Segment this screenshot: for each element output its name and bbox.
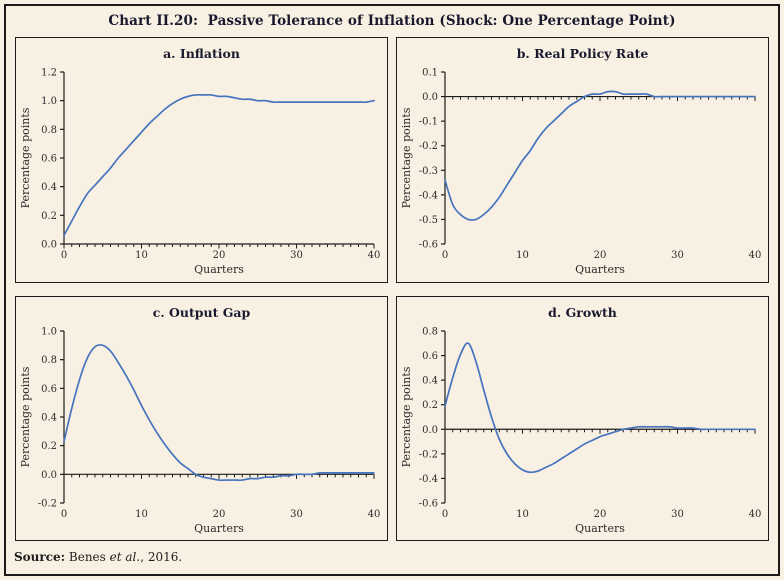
svg-text:0: 0 [60,509,66,520]
svg-text:20: 20 [593,509,606,520]
source-year: , 2016. [140,550,183,564]
svg-text:10: 10 [516,509,529,520]
source-etal: et al. [109,550,141,564]
figure-frame: Chart II.20: Passive Tolerance of Inflat… [4,4,780,576]
panel-output-gap: c. Output Gap -0.2 0.0 0.2 0.4 0.6 0.8 1.0 0 10 2… [15,296,388,541]
svg-text:30: 30 [290,509,303,520]
source-author: Benes [65,550,110,564]
svg-text:0.1: 0.1 [422,68,438,79]
svg-text:0.2: 0.2 [41,441,57,452]
svg-text:Quarters: Quarters [194,522,244,535]
chart-area-real-policy-rate: -0.6 -0.5 -0.4 -0.3 -0.2 -0.1 0.0 0.1 0 10 20 30 40 Q… [397,66,768,282]
svg-text:0.0: 0.0 [422,92,438,103]
svg-text:1.0: 1.0 [41,327,57,338]
svg-text:0: 0 [441,509,447,520]
svg-text:1.2: 1.2 [41,68,57,79]
svg-text:-0.4: -0.4 [418,474,437,485]
svg-text:-0.5: -0.5 [418,215,437,226]
svg-text:40: 40 [748,509,761,520]
panel-title-output-gap: c. Output Gap [152,305,251,320]
svg-text:20: 20 [593,250,606,261]
svg-text:40: 40 [748,250,761,261]
panel-title-growth: d. Growth [548,305,617,320]
svg-text:0.8: 0.8 [41,125,57,136]
svg-text:20: 20 [212,250,225,261]
svg-text:0.4: 0.4 [41,182,57,193]
svg-text:40: 40 [367,250,380,261]
output-gap-line-chart: -0.2 0.0 0.2 0.4 0.6 0.8 1.0 0 10 20 30 40 Quarters P… [19,327,380,536]
svg-text:0.0: 0.0 [41,240,57,251]
panel-inflation: a. Inflation 0.0 0.2 0.4 0.6 0.8 1.0 1.2 0 10 20 3… [15,37,388,283]
svg-text:0.6: 0.6 [41,384,57,395]
svg-text:0: 0 [60,250,66,261]
panel-title-real-policy-rate: b. Real Policy Rate [516,46,649,61]
panel-title-inflation: a. Inflation [163,46,240,61]
svg-text:Percentage points: Percentage points [19,366,32,467]
svg-text:0.6: 0.6 [422,351,438,362]
svg-text:1.0: 1.0 [41,96,57,107]
svg-text:30: 30 [290,250,303,261]
chart-grid: a. Inflation 0.0 0.2 0.4 0.6 0.8 1.0 1.2 0 10 20 3… [6,37,778,541]
svg-text:10: 10 [516,250,529,261]
svg-text:-0.6: -0.6 [418,499,437,510]
svg-text:0.0: 0.0 [41,470,57,481]
svg-text:-0.2: -0.2 [37,499,56,510]
source-note: Source: Benes et al., 2016. [6,541,778,574]
source-label: Source: [14,550,66,564]
svg-text:0.4: 0.4 [422,376,438,387]
svg-text:-0.4: -0.4 [418,190,437,201]
inflation-line-chart: 0.0 0.2 0.4 0.6 0.8 1.0 1.2 0 10 20 30 40 Quarters Pe… [19,68,380,277]
svg-text:30: 30 [671,509,684,520]
real-policy-rate-line-chart: -0.6 -0.5 -0.4 -0.3 -0.2 -0.1 0.0 0.1 0 10 20 30 40 Q… [400,68,761,277]
svg-text:Quarters: Quarters [194,263,244,276]
svg-text:10: 10 [135,509,148,520]
growth-line-chart: -0.6 -0.4 -0.2 0.0 0.2 0.4 0.6 0.8 0 10 20 30 40 Quar… [400,327,761,536]
svg-text:0.0: 0.0 [422,425,438,436]
svg-text:10: 10 [135,250,148,261]
svg-text:Quarters: Quarters [575,263,625,276]
panel-growth: d. Growth -0.6 -0.4 -0.2 0.0 0.2 0.4 0.6 0.8 0 10… [396,296,769,541]
svg-text:-0.1: -0.1 [418,117,437,128]
svg-text:Percentage points: Percentage points [19,107,32,208]
svg-text:40: 40 [367,509,380,520]
svg-text:0: 0 [441,250,447,261]
svg-text:0.2: 0.2 [422,400,438,411]
svg-text:0.8: 0.8 [422,327,438,338]
chart-area-output-gap: -0.2 0.0 0.2 0.4 0.6 0.8 1.0 0 10 20 30 40 Quarters P… [16,325,387,540]
chart-area-inflation: 0.0 0.2 0.4 0.6 0.8 1.0 1.2 0 10 20 30 40 Quarters Pe… [16,66,387,282]
figure-title: Chart II.20: Passive Tolerance of Inflat… [108,13,676,29]
svg-text:-0.2: -0.2 [418,449,437,460]
svg-text:-0.2: -0.2 [418,141,437,152]
panel-real-policy-rate: b. Real Policy Rate -0.6 -0.5 -0.4 -0.3 -0.2… [396,37,769,283]
svg-text:Percentage points: Percentage points [400,366,413,467]
chart-area-growth: -0.6 -0.4 -0.2 0.0 0.2 0.4 0.6 0.8 0 10 20 30 40 Quar… [397,325,768,540]
svg-text:Quarters: Quarters [575,522,625,535]
svg-text:0.4: 0.4 [41,413,57,424]
svg-text:Percentage points: Percentage points [400,107,413,208]
svg-text:20: 20 [212,509,225,520]
svg-text:0.6: 0.6 [41,154,57,165]
svg-text:0.8: 0.8 [41,355,57,366]
svg-text:30: 30 [671,250,684,261]
svg-text:0.2: 0.2 [41,211,57,222]
svg-text:-0.6: -0.6 [418,240,437,251]
svg-text:-0.3: -0.3 [418,166,437,177]
